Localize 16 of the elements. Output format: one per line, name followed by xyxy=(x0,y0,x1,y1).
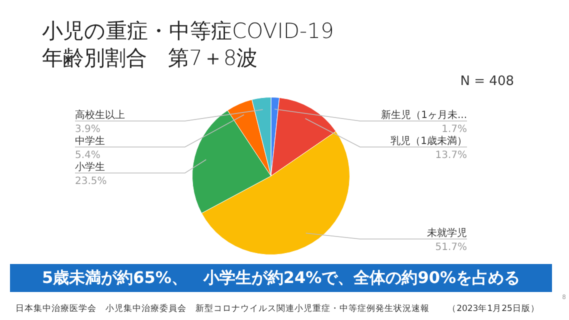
text: N = 408 xyxy=(460,74,514,89)
text: 5歳未満が約65%、 小学生が約24%で、全体の約90%を占める xyxy=(10,264,552,292)
data-label: 51.7% xyxy=(435,242,467,253)
slice-label: 高校生以上 xyxy=(75,109,125,121)
data-label: 23.5% xyxy=(75,176,107,187)
slice-label: 未就学児 xyxy=(427,227,467,239)
data-label: 1.7% xyxy=(442,124,467,135)
data-label: 5.4% xyxy=(75,150,100,161)
slice-label: 新生児（1ヶ月未... xyxy=(381,109,467,121)
slice-label: 中学生 xyxy=(75,135,105,147)
chart-title: 小児の重症・中等症COVID-19 年齢別割合 第7＋8波 xyxy=(42,18,334,72)
slice-label: 小学生 xyxy=(75,161,105,173)
data-label: 3.9% xyxy=(75,124,100,135)
text: 日本集中治療医学会 小児集中治療委員会 新型コロナウイルス関連小児重症・中等症例発生状況速報 （2023年1月25日版） xyxy=(14,303,540,315)
data-label: 13.7% xyxy=(435,150,467,161)
slice-label: 乳児（1歳未満） xyxy=(390,135,467,147)
